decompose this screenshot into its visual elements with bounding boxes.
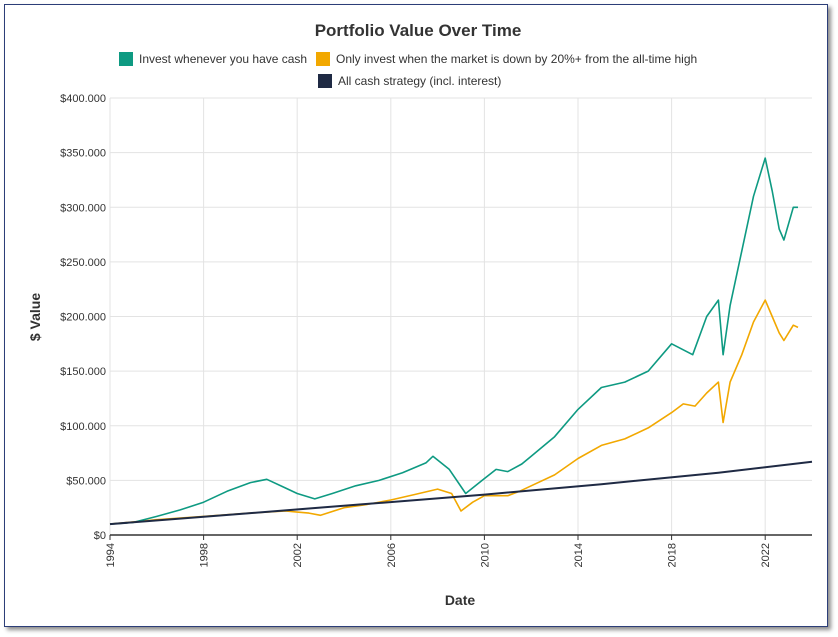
legend-label-invest-on-dip: Only invest when the market is down by 2…: [336, 52, 697, 66]
legend-item-invest-whenever[interactable]: Invest whenever you have cash: [119, 52, 307, 66]
series-line-2: [109, 460, 813, 526]
chart-title: Portfolio Value Over Time: [315, 21, 522, 40]
y-tick-label: $150.000: [60, 366, 106, 378]
legend-label-all-cash: All cash strategy (incl. interest): [338, 74, 501, 88]
x-tick-label: 1998: [199, 543, 211, 567]
legend: Invest whenever you have cash Only inves…: [119, 52, 697, 88]
x-tick-label: 2002: [292, 543, 304, 567]
y-tick-label: $200.000: [60, 312, 106, 324]
y-tick-label: $250.000: [60, 257, 106, 269]
legend-item-invest-on-dip[interactable]: Only invest when the market is down by 2…: [316, 52, 697, 66]
series-line-0: [109, 157, 798, 525]
y-tick-label: $100.000: [60, 421, 106, 433]
y-tick-label: $350.000: [60, 148, 106, 160]
y-tick-label: $300.000: [60, 202, 106, 214]
series-lines: [109, 157, 813, 526]
x-tick-label: 2022: [760, 543, 772, 567]
legend-swatch-invest-on-dip: [316, 52, 330, 66]
y-tick-label: $0: [94, 530, 106, 542]
x-tick-label: 2010: [479, 543, 491, 567]
x-tick-label: 2018: [667, 543, 679, 567]
y-tick-label: $400.000: [60, 93, 106, 105]
legend-swatch-all-cash: [318, 74, 332, 88]
legend-label-invest-whenever: Invest whenever you have cash: [139, 52, 307, 66]
y-axis-title: $ Value: [27, 293, 43, 341]
legend-item-all-cash[interactable]: All cash strategy (incl. interest): [318, 74, 501, 88]
x-axis-title: Date: [445, 592, 476, 608]
chart-frame: [4, 4, 828, 627]
x-tick-label: 2006: [386, 543, 398, 567]
series-line-1: [109, 299, 799, 525]
legend-swatch-invest-whenever: [119, 52, 133, 66]
x-axis-ticks: 1994 1998 2002 2006 2010 2014 2018 2022: [105, 535, 772, 567]
y-tick-label: $50.000: [66, 475, 106, 487]
y-axis-ticks: $0 $50.000 $100.000 $150.000 $200.000 $250.00…: [60, 93, 106, 542]
x-tick-label: 1994: [105, 543, 117, 567]
x-tick-label: 2014: [573, 543, 585, 567]
